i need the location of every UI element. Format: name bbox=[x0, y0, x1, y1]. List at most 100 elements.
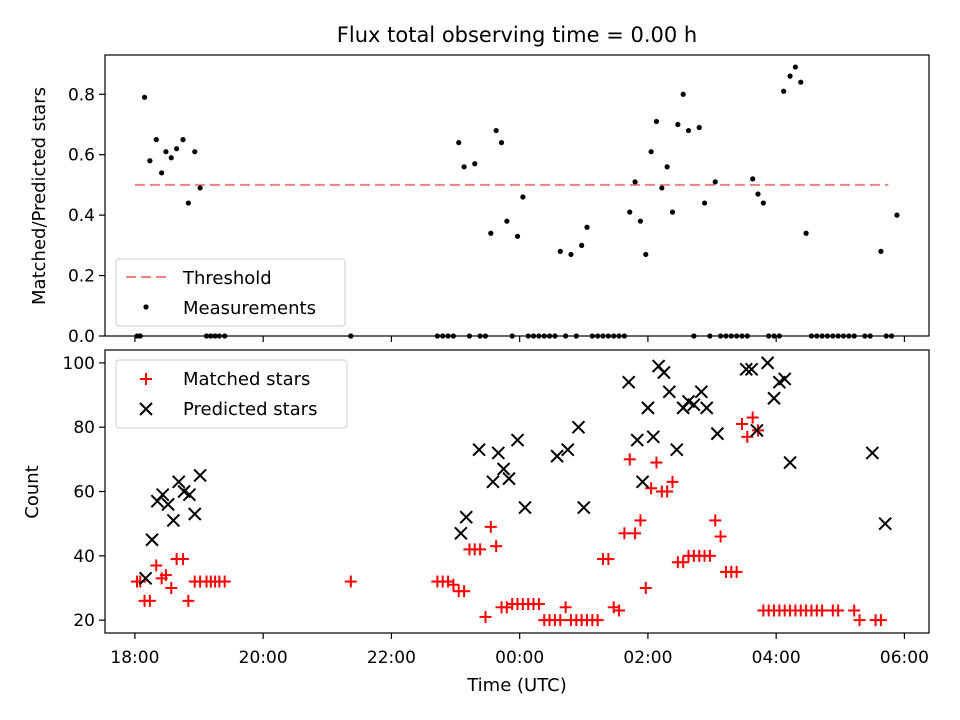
predicted-star-point bbox=[561, 442, 575, 457]
measurement-point bbox=[174, 146, 180, 152]
matched-star-point bbox=[165, 581, 178, 594]
ratio-y-tick-label: 0.6 bbox=[68, 146, 95, 166]
predicted-marker-stroke bbox=[161, 497, 175, 512]
count-legend: Matched stars Predicted stars bbox=[115, 359, 348, 429]
predicted-marker-stroke bbox=[486, 475, 500, 489]
measurement-point bbox=[648, 149, 654, 155]
measurement-point bbox=[894, 212, 900, 218]
predicted-marker-stroke bbox=[459, 510, 473, 524]
measurement-point bbox=[792, 64, 799, 70]
matched-star-point bbox=[816, 604, 829, 617]
predicted-marker-stroke bbox=[502, 471, 516, 486]
predicted-star-point bbox=[744, 362, 759, 377]
predicted-star-point bbox=[496, 462, 511, 476]
ratio-y-axis: 0.0 0.2 0.4 0.6 0.8 bbox=[68, 85, 105, 347]
matched-star-point bbox=[661, 485, 674, 498]
count-panel: 20 40 60 80 100 18:00 20:00 22:00 00:00 02:00 04:… bbox=[22, 349, 930, 696]
matched-star-point bbox=[853, 614, 866, 627]
predicted-star-point bbox=[138, 571, 153, 586]
predicted-marker-stroke bbox=[172, 475, 186, 489]
measurement-point bbox=[878, 248, 884, 254]
predicted-marker-stroke bbox=[156, 488, 170, 502]
predicted-marker-stroke bbox=[177, 484, 191, 499]
measurement-point bbox=[632, 179, 638, 185]
predicted-marker-stroke bbox=[518, 500, 532, 515]
predicted-marker-stroke bbox=[750, 423, 764, 438]
count-x-label: Time (UTC) bbox=[466, 675, 567, 696]
predicted-star-point bbox=[161, 497, 175, 512]
measurement-point bbox=[504, 218, 510, 224]
predicted-star-point bbox=[739, 362, 753, 377]
predicted-star-point bbox=[687, 397, 701, 412]
predicted-star-point bbox=[472, 442, 486, 457]
measurement-point bbox=[712, 179, 718, 185]
measurement-point bbox=[669, 209, 676, 215]
predicted-marker-stroke bbox=[188, 507, 202, 521]
ratio-y-label: Matched/Predicted stars bbox=[29, 87, 50, 305]
matched-star-point bbox=[714, 530, 727, 543]
predicted-marker-stroke bbox=[699, 401, 714, 415]
measurement-point bbox=[180, 137, 186, 143]
matched-star-point bbox=[613, 604, 626, 617]
matched-star-point bbox=[344, 575, 357, 588]
measurement-point bbox=[781, 88, 787, 94]
legend-predicted-swatch bbox=[139, 402, 153, 416]
ratio-legend: Threshold Measurements bbox=[115, 258, 346, 327]
matched-star-point bbox=[591, 614, 604, 627]
count-y-tick-label: 20 bbox=[73, 611, 95, 631]
predicted-marker-stroke bbox=[657, 365, 671, 380]
predicted-marker-stroke bbox=[496, 462, 511, 476]
predicted-star-point bbox=[699, 401, 714, 415]
ratio-y-tick-label: 0.4 bbox=[68, 206, 95, 226]
predicted-marker-stroke bbox=[621, 375, 636, 389]
measurement-point bbox=[637, 218, 644, 224]
count-y-tick-label: 100 bbox=[63, 354, 95, 374]
predicted-star-point bbox=[510, 433, 525, 447]
predicted-star-point bbox=[486, 475, 500, 489]
measurement-point bbox=[680, 91, 686, 97]
predicted-marker-stroke bbox=[662, 385, 677, 399]
predicted-marker-stroke bbox=[783, 455, 797, 470]
measurement-point bbox=[498, 140, 505, 146]
predicted-marker-stroke bbox=[687, 397, 701, 412]
matched-star-point bbox=[134, 575, 147, 588]
matched-star-point bbox=[735, 417, 748, 430]
measurement-point bbox=[798, 79, 804, 85]
measurement-point bbox=[461, 164, 467, 170]
measurement-point bbox=[192, 149, 198, 155]
matched-star-point bbox=[629, 527, 642, 540]
measurement-point bbox=[653, 118, 660, 125]
predicted-star-point bbox=[491, 446, 506, 460]
predicted-star-point bbox=[635, 475, 650, 489]
count-y-tick-label: 80 bbox=[73, 418, 95, 438]
measurement-point bbox=[760, 200, 766, 206]
matched-star-point bbox=[677, 556, 690, 569]
measurement-point bbox=[168, 155, 174, 161]
measurement-point bbox=[557, 248, 563, 254]
predicted-marker-stroke bbox=[472, 442, 486, 457]
matched-star-point bbox=[848, 604, 861, 617]
predicted-marker-stroke bbox=[694, 385, 709, 399]
measurement-point bbox=[675, 121, 681, 128]
matched-star-point bbox=[650, 456, 663, 469]
measurement-point bbox=[685, 127, 692, 134]
predicted-star-point bbox=[518, 500, 532, 515]
predicted-star-point bbox=[865, 446, 880, 460]
legend-measurements-label: Measurements bbox=[183, 298, 316, 319]
count-x-tick-label: 20:00 bbox=[239, 648, 288, 668]
predicted-star-point bbox=[193, 468, 207, 483]
predicted-star-point bbox=[710, 426, 725, 441]
count-y-axis: 20 40 60 80 100 bbox=[63, 354, 105, 631]
measurement-point bbox=[197, 185, 203, 191]
matched-star-point bbox=[709, 514, 722, 527]
measurement-point bbox=[472, 161, 478, 167]
predicted-marker-stroke bbox=[454, 526, 468, 541]
ratio-x-ticks bbox=[134, 336, 906, 342]
legend-matched-swatch bbox=[140, 373, 152, 385]
matched-star-point bbox=[666, 475, 679, 488]
predicted-star-point bbox=[621, 375, 636, 389]
measurement-point bbox=[643, 251, 649, 258]
figure-title: Flux total observing time = 0.00 h bbox=[337, 23, 697, 47]
measurement-point bbox=[750, 176, 756, 182]
